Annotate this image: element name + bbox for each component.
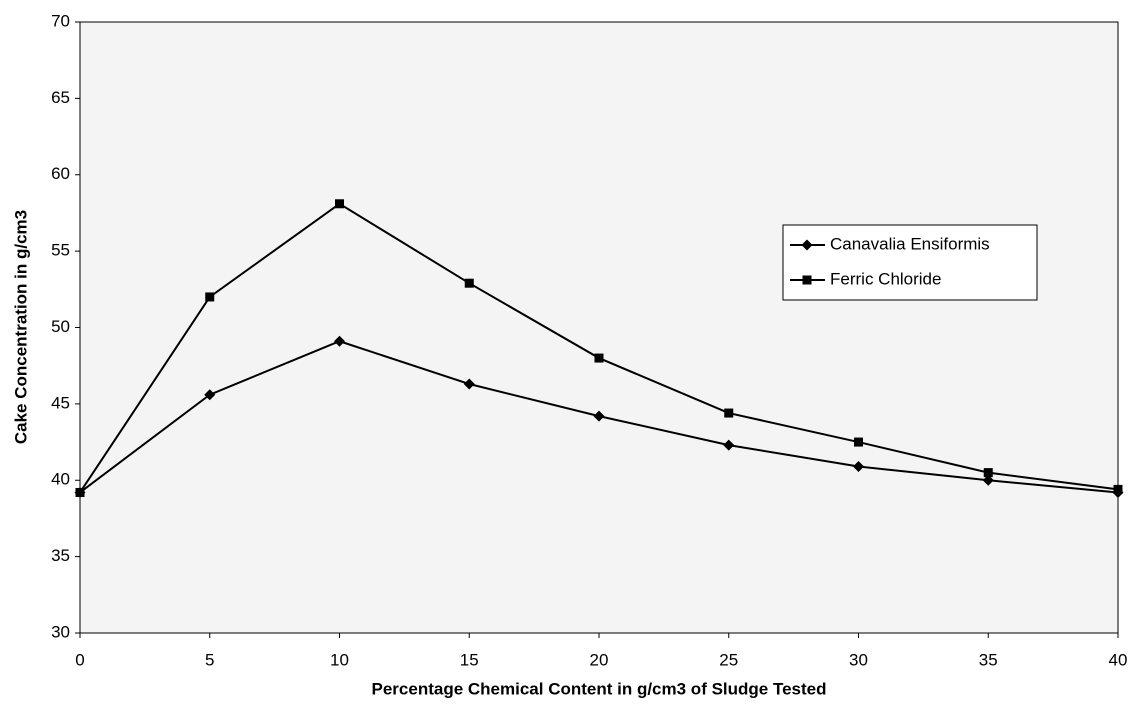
data-point xyxy=(594,353,604,363)
x-tick-label: 15 xyxy=(460,650,479,669)
legend-marker xyxy=(802,275,812,285)
data-point xyxy=(853,461,864,473)
y-tick-label: 50 xyxy=(51,317,70,336)
legend-label: Ferric Chloride xyxy=(830,269,941,288)
legend-label: Canavalia Ensiformis xyxy=(830,234,990,253)
data-point xyxy=(463,378,475,390)
data-point xyxy=(464,278,474,288)
x-tick-label: 30 xyxy=(849,650,868,669)
x-tick-label: 0 xyxy=(75,650,84,669)
data-point xyxy=(982,474,994,486)
data-point xyxy=(724,408,734,418)
x-tick-label: 20 xyxy=(590,650,609,669)
data-point xyxy=(593,410,605,422)
x-tick-label: 10 xyxy=(330,650,349,669)
legend-box xyxy=(782,224,1038,301)
data-point xyxy=(204,389,216,401)
y-tick-label: 70 xyxy=(51,11,70,30)
x-tick-label: 35 xyxy=(979,650,998,669)
y-tick-label: 35 xyxy=(51,546,70,565)
y-tick-label: 65 xyxy=(51,88,70,107)
data-point xyxy=(205,292,215,302)
data-point xyxy=(723,439,735,451)
legend-marker xyxy=(801,239,813,251)
data-point xyxy=(1113,484,1123,494)
y-axis-label: Cake Concentration in g/cm3 xyxy=(11,210,30,444)
x-tick-label: 40 xyxy=(1109,650,1128,669)
data-point xyxy=(335,199,344,209)
y-tick-label: 55 xyxy=(51,241,70,260)
x-axis-label: Percentage Chemical Content in g/cm3 of … xyxy=(372,679,827,698)
x-tick-label: 25 xyxy=(719,650,738,669)
y-tick-label: 60 xyxy=(51,164,70,183)
y-tick-label: 45 xyxy=(51,393,70,412)
y-tick-label: 30 xyxy=(51,622,70,641)
data-point xyxy=(983,468,993,478)
data-point xyxy=(75,487,85,497)
data-point xyxy=(854,437,863,447)
y-tick-label: 40 xyxy=(51,470,70,489)
plot-area xyxy=(79,21,1119,634)
x-tick-label: 5 xyxy=(205,650,214,669)
data-point xyxy=(334,335,345,347)
